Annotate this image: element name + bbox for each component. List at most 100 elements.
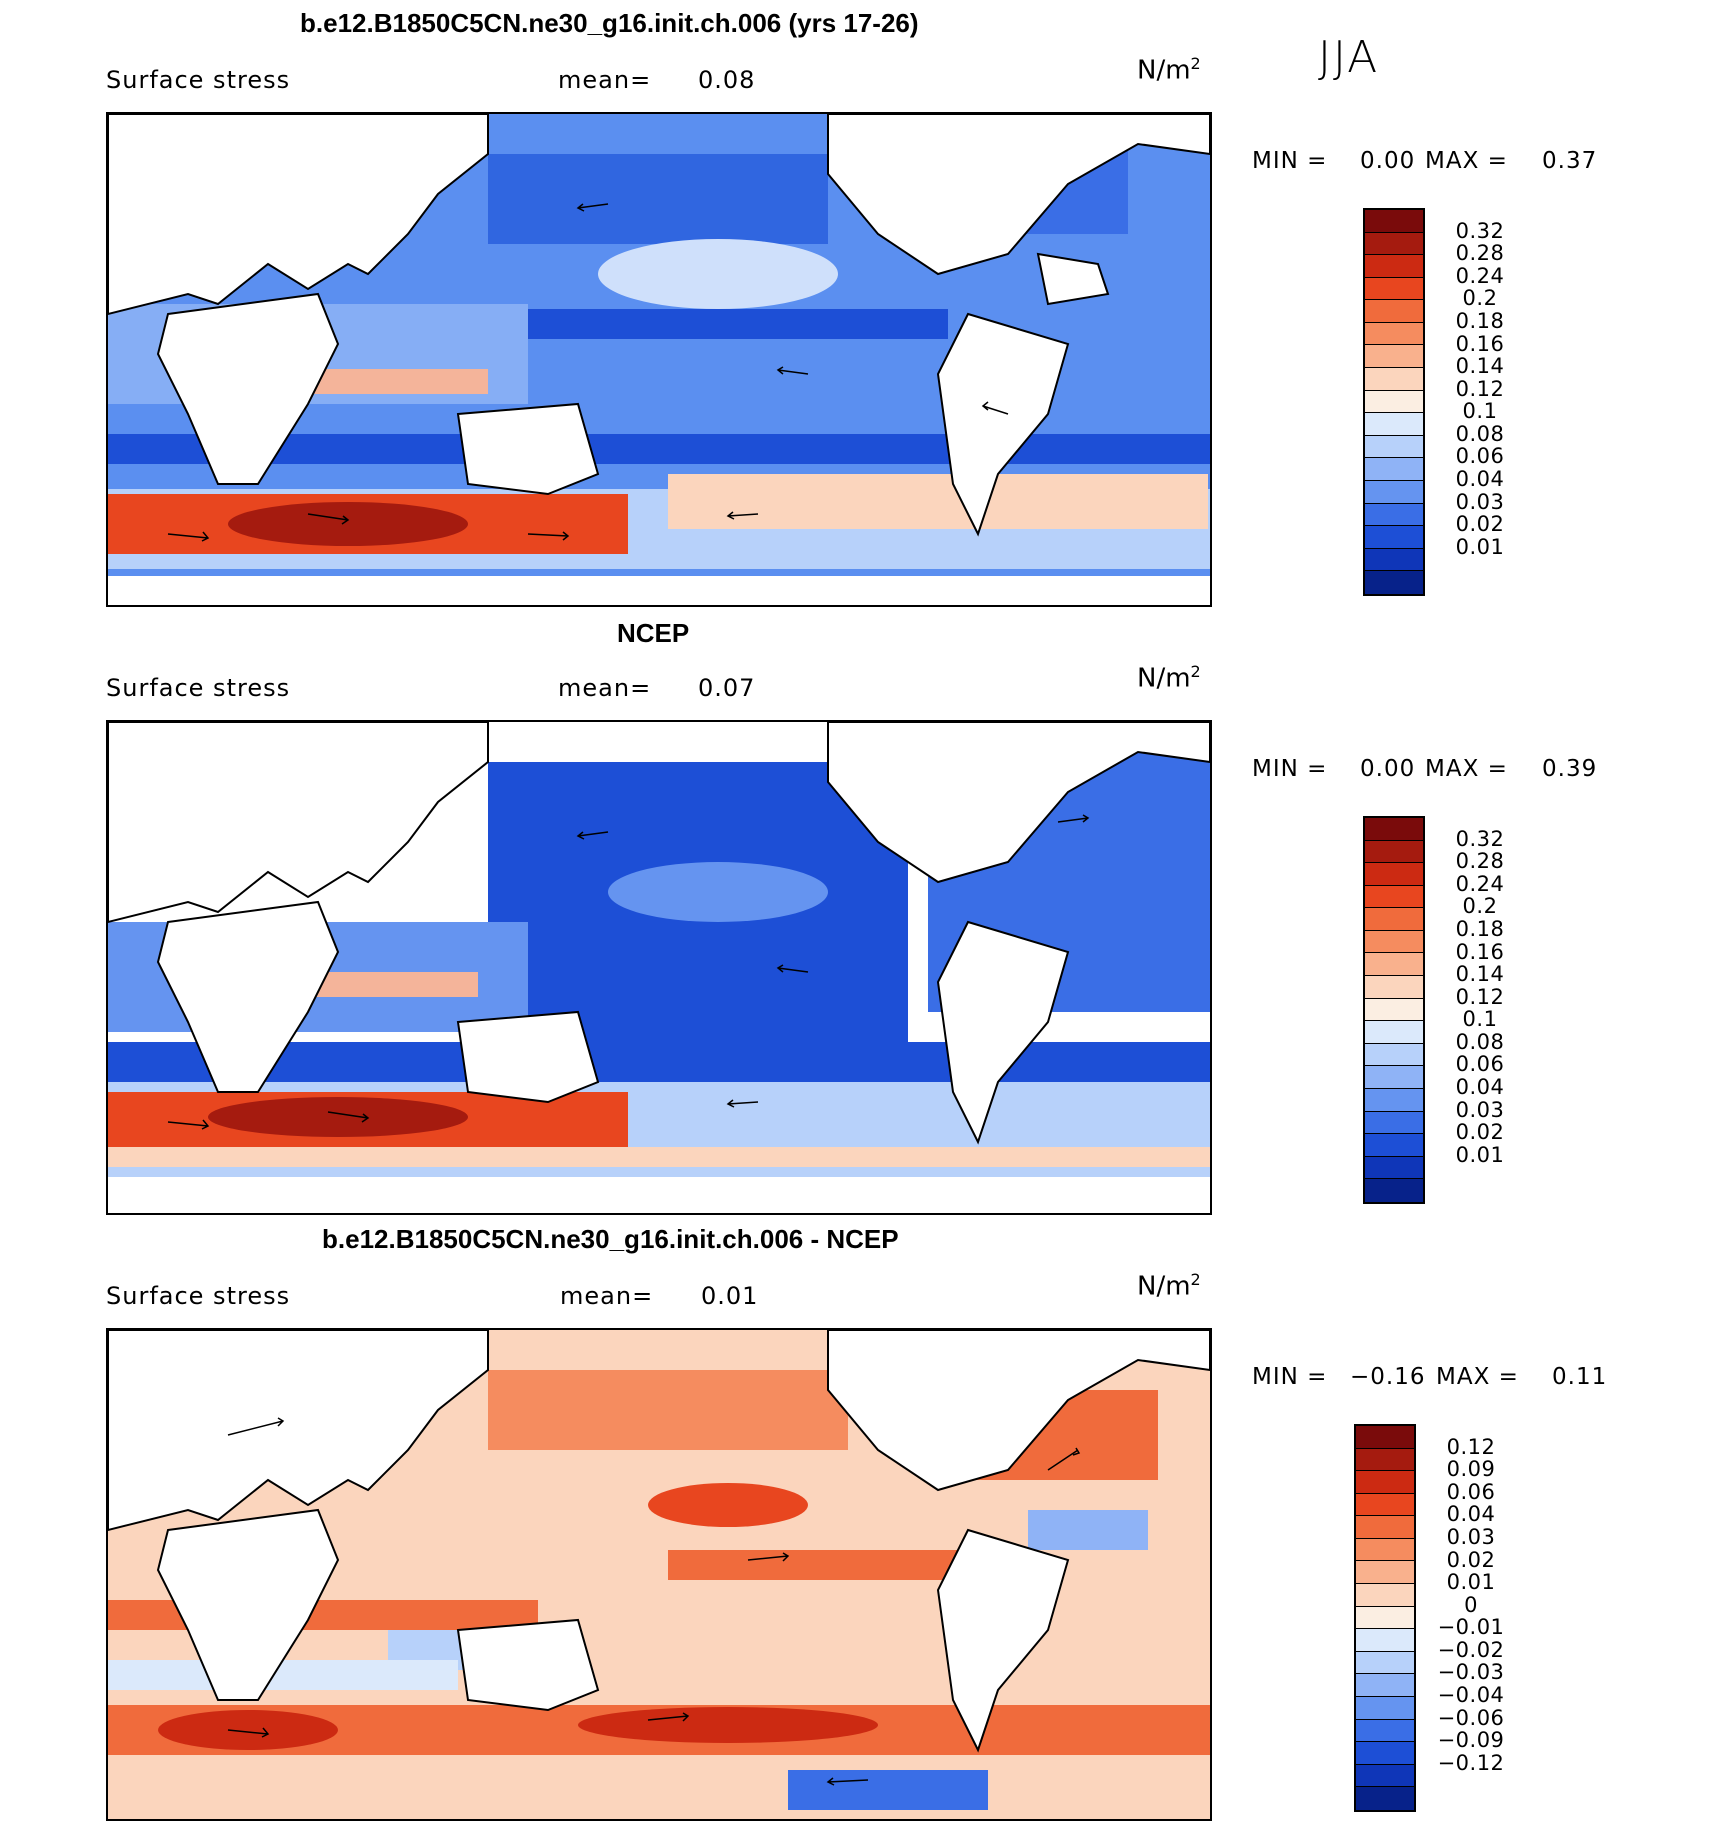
panel-2-max-value: 0.39 [1542, 756, 1598, 782]
colorbar-tick-label: −0.03 [1437, 1660, 1505, 1685]
wind-vectors [167, 814, 1090, 1130]
panel-3-map [106, 1328, 1212, 1821]
panel-3-colorbar [1354, 1424, 1416, 1812]
colorbar-swatch [1365, 1021, 1423, 1044]
colorbar-tick-label: 0.06 [1455, 1052, 1505, 1077]
colorbar-swatch [1365, 548, 1423, 572]
colorbar-swatch [1365, 1066, 1423, 1089]
colorbar-swatch [1356, 1493, 1414, 1517]
colorbar-tick-label: 0.03 [1446, 1524, 1496, 1549]
colorbar-tick-label: 0.18 [1455, 308, 1505, 333]
colorbar-swatch [1356, 1516, 1414, 1539]
panel-1-mean-label: mean= [558, 66, 652, 94]
panel-3-variable-label: Surface stress [106, 1282, 291, 1310]
panel-1-units: N/m2 [1137, 54, 1201, 86]
colorbar-tick-label: 0.32 [1455, 218, 1505, 243]
colorbar-swatch [1365, 300, 1423, 323]
colorbar-tick-label: 0.08 [1455, 1029, 1505, 1054]
colorbar-tick-label: 0.32 [1455, 826, 1505, 851]
colorbar-swatch [1365, 277, 1423, 301]
colorbar-swatch [1356, 1674, 1414, 1697]
panel-1-max-label: MAX = [1425, 148, 1508, 174]
colorbar-tick-label: 0.02 [1455, 512, 1505, 537]
panel-2-min-value: 0.00 [1360, 756, 1416, 782]
colorbar-swatch [1365, 998, 1423, 1022]
colorbar-swatch [1365, 1156, 1423, 1180]
colorbar-tick-label: 0.16 [1455, 939, 1505, 964]
wind-vectors [167, 203, 1009, 542]
colorbar-tick-label: 0.2 [1462, 286, 1498, 311]
panel-1-min-value: 0.00 [1360, 148, 1416, 174]
colorbar-swatch [1356, 1448, 1414, 1472]
panel-1-mean-value: 0.08 [698, 66, 756, 94]
panel-1-min-label: MIN = [1252, 148, 1328, 174]
panel-2-max-label: MAX = [1425, 756, 1508, 782]
colorbar-swatch [1365, 1134, 1423, 1157]
colorbar-swatch [1365, 322, 1423, 346]
colorbar-swatch [1356, 1471, 1414, 1494]
colorbar-swatch [1365, 1111, 1423, 1135]
colorbar-tick-label: 0.02 [1446, 1547, 1496, 1572]
colorbar-tick-label: 0.1 [1462, 399, 1498, 424]
colorbar-swatch [1365, 390, 1423, 414]
colorbar-swatch [1365, 863, 1423, 886]
colorbar-swatch [1356, 1629, 1414, 1652]
colorbar-swatch [1356, 1787, 1414, 1810]
panel-3-units: N/m2 [1137, 1270, 1201, 1302]
colorbar-swatch [1356, 1742, 1414, 1765]
colorbar-swatch [1356, 1651, 1414, 1675]
panel-2-variable-label: Surface stress [106, 674, 291, 702]
colorbar-tick-label: 0.06 [1455, 444, 1505, 469]
colorbar-swatch [1365, 413, 1423, 436]
colorbar-tick-label: 0.28 [1455, 849, 1505, 874]
colorbar-tick-label: 0.04 [1455, 1075, 1505, 1100]
colorbar-swatch [1365, 210, 1423, 233]
colorbar-tick-label: 0.08 [1455, 421, 1505, 446]
colorbar-tick-label: 0.18 [1455, 916, 1505, 941]
colorbar-tick-label: 0.14 [1455, 962, 1505, 987]
colorbar-tick-label: 0.03 [1455, 1097, 1505, 1122]
colorbar-swatch [1365, 818, 1423, 841]
panel-3-title: b.e12.B1850C5CN.ne30_g16.init.ch.006 - N… [322, 1224, 899, 1254]
colorbar-swatch [1356, 1584, 1414, 1607]
colorbar-swatch [1365, 976, 1423, 999]
colorbar-tick-label: 0 [1464, 1592, 1478, 1617]
colorbar-swatch [1365, 1043, 1423, 1067]
season-label: JJA [1318, 32, 1380, 83]
colorbar-swatch [1365, 526, 1423, 549]
colorbar-swatch [1356, 1764, 1414, 1788]
colorbar-swatch [1356, 1426, 1414, 1449]
panel-3-mean-label: mean= [560, 1282, 654, 1310]
continents [108, 722, 1210, 1145]
colorbar-swatch [1365, 840, 1423, 864]
colorbar-tick-label: 0.12 [1446, 1434, 1496, 1459]
panel-2-units: N/m2 [1137, 662, 1201, 694]
colorbar-tick-label: 0.12 [1455, 984, 1505, 1009]
colorbar-swatch [1365, 255, 1423, 278]
panel-2-colorbar [1363, 816, 1425, 1204]
colorbar-tick-label: 0.03 [1455, 489, 1505, 514]
panel-3-min-label: MIN = [1252, 1364, 1328, 1390]
colorbar-tick-label: 0.14 [1455, 354, 1505, 379]
colorbar-swatch [1365, 503, 1423, 527]
colorbar-tick-label: 0.02 [1455, 1120, 1505, 1145]
continents [108, 1330, 1210, 1753]
colorbar-tick-label: −0.09 [1437, 1728, 1505, 1753]
colorbar-tick-label: −0.06 [1437, 1705, 1505, 1730]
colorbar-swatch [1356, 1719, 1414, 1743]
colorbar-tick-label: 0.24 [1455, 871, 1505, 896]
colorbar-tick-label: −0.01 [1437, 1615, 1505, 1640]
colorbar-tick-label: 0.01 [1455, 1142, 1505, 1167]
panel-1-title: b.e12.B1850C5CN.ne30_g16.init.ch.006 (yr… [300, 8, 919, 38]
panel-2-map [106, 720, 1212, 1215]
panel-3-max-label: MAX = [1436, 1364, 1519, 1390]
colorbar-swatch [1356, 1606, 1414, 1630]
colorbar-swatch [1365, 480, 1423, 504]
colorbar-tick-label: 0.04 [1455, 467, 1505, 492]
colorbar-tick-label: 0.28 [1455, 241, 1505, 266]
colorbar-tick-label: 0.1 [1462, 1007, 1498, 1032]
colorbar-swatch [1365, 368, 1423, 391]
colorbar-tick-label: −0.12 [1437, 1750, 1505, 1775]
colorbar-tick-label: 0.09 [1446, 1457, 1496, 1482]
colorbar-tick-label: 0.06 [1446, 1479, 1496, 1504]
